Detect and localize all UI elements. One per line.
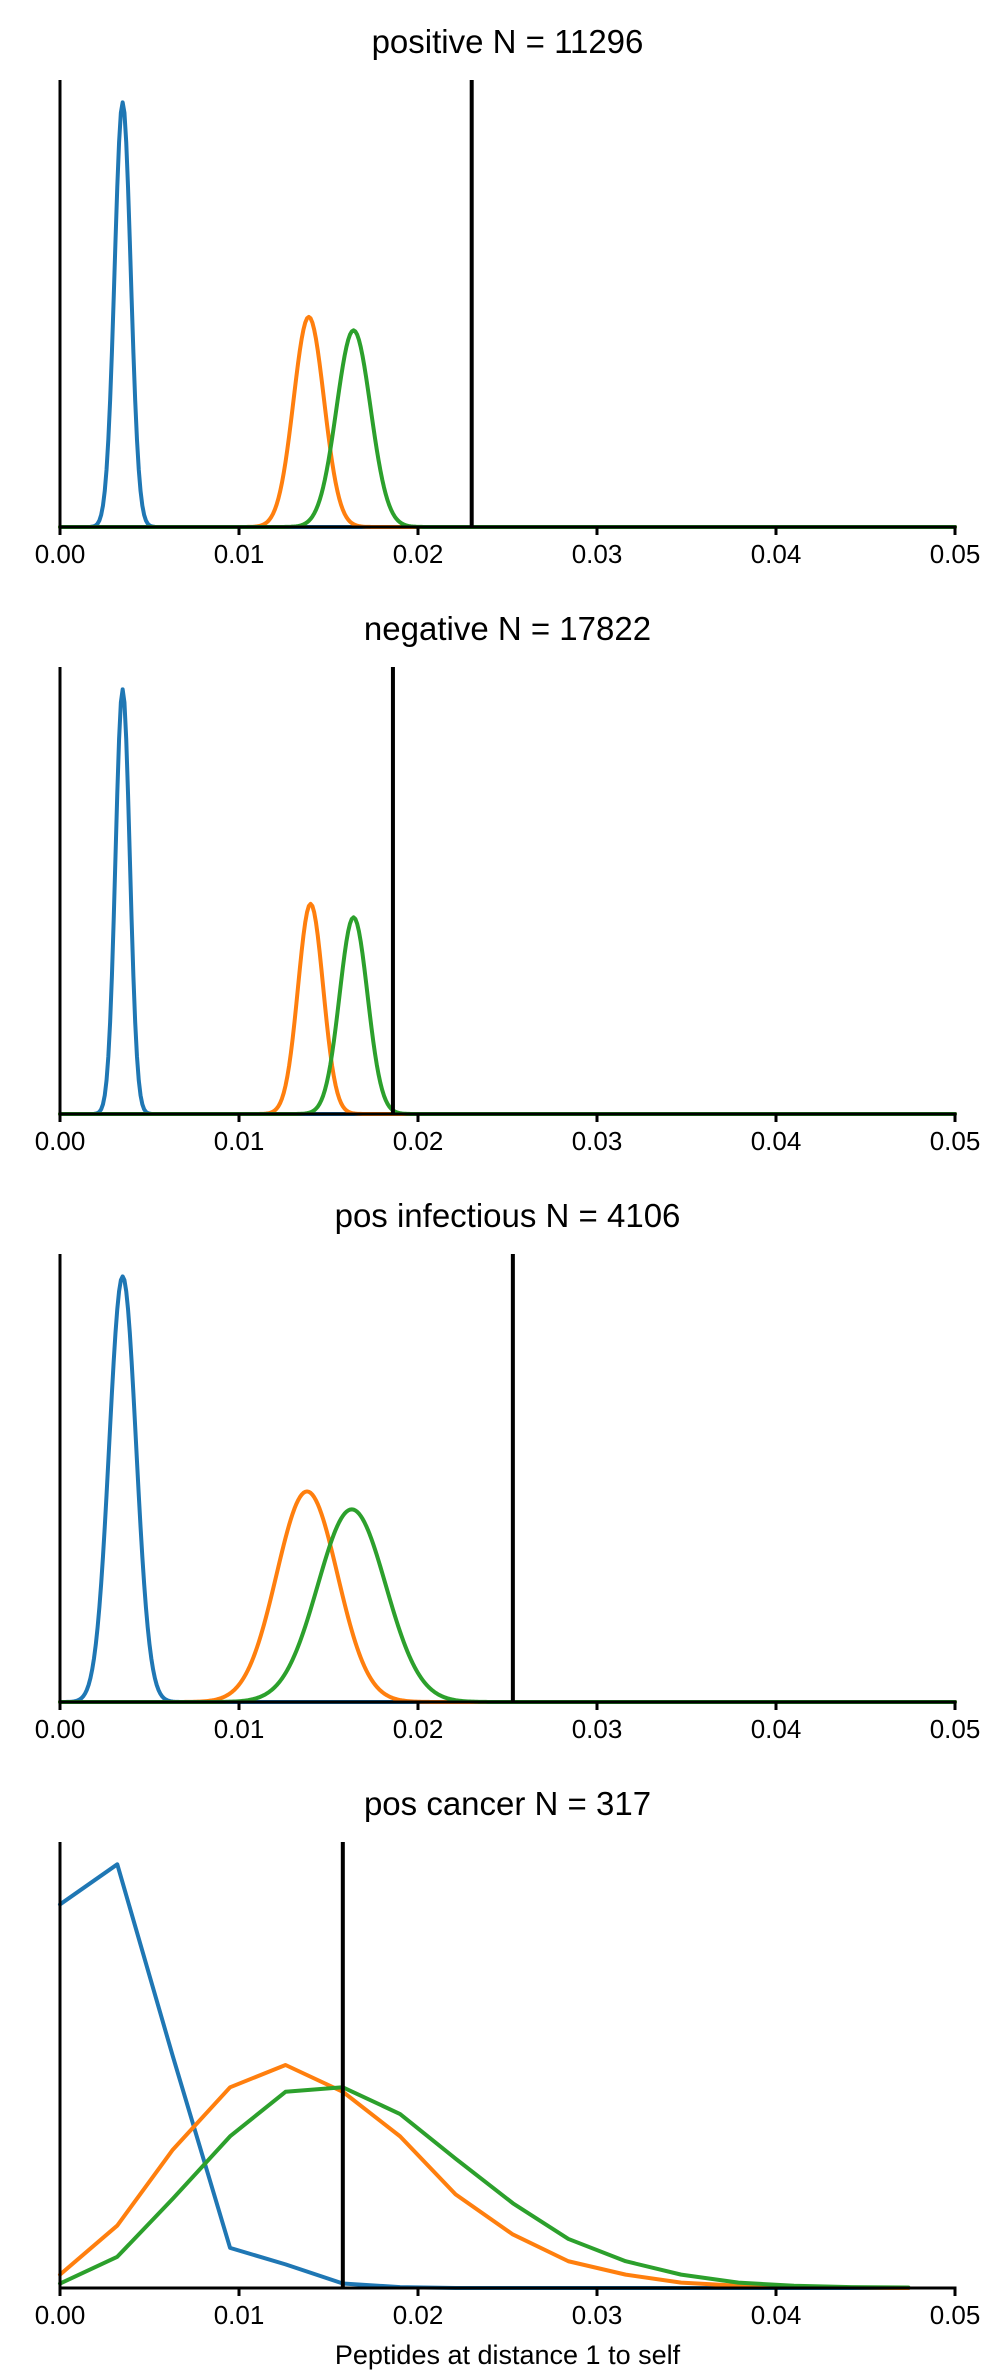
- series-line-3: [58, 2085, 911, 2290]
- panel-title: positive N = 11296: [372, 23, 644, 60]
- series-line-1: [58, 1274, 957, 1704]
- x-tick-label: 0.01: [214, 1126, 265, 1156]
- panel-4: pos cancer N = 317 0.00 0.01 0.02 0.03 0.04 0.…: [35, 1785, 981, 2330]
- x-tick-label: 0.03: [572, 1126, 623, 1156]
- x-tick-label: 0.04: [751, 1714, 802, 1744]
- x-tick-label: 0.02: [393, 1126, 444, 1156]
- x-tick-label: 0.05: [930, 539, 981, 569]
- x-tick-label: 0.00: [35, 2300, 86, 2330]
- x-tick-label: 0.02: [393, 539, 444, 569]
- series-line-2: [58, 1489, 957, 1704]
- x-tick-label: 0.05: [930, 2300, 981, 2330]
- series-line-2: [58, 901, 957, 1116]
- x-tick-label: 0.03: [572, 539, 623, 569]
- x-tick-label: 0.01: [214, 539, 265, 569]
- x-tick-label: 0.03: [572, 1714, 623, 1744]
- series-line-3: [58, 328, 957, 529]
- x-tick-label: 0.05: [930, 1714, 981, 1744]
- x-tick-label: 0.04: [751, 1126, 802, 1156]
- x-tick-label: 0.01: [214, 2300, 265, 2330]
- x-tick-label: 0.04: [751, 539, 802, 569]
- panel-2: negative N = 17822 0.00 0.01 0.02 0.03 0.04 0.…: [35, 610, 981, 1156]
- series-line-1: [58, 1862, 911, 2290]
- series-line-2: [58, 314, 957, 529]
- panel-title: negative N = 17822: [364, 610, 651, 647]
- series-line-3: [58, 915, 957, 1116]
- panel-3: pos infectious N = 4106 0.00 0.01 0.02 0.03 0…: [35, 1197, 981, 1744]
- series-line-2: [58, 2063, 911, 2290]
- series-line-1: [58, 687, 957, 1116]
- x-tick-label: 0.04: [751, 2300, 802, 2330]
- panel-title: pos cancer N = 317: [364, 1785, 651, 1822]
- series-line-3: [58, 1507, 957, 1704]
- series-line-1: [58, 100, 957, 529]
- x-tick-label: 0.02: [393, 1714, 444, 1744]
- x-tick-label: 0.05: [930, 1126, 981, 1156]
- x-tick-label: 0.00: [35, 1714, 86, 1744]
- panel-title: pos infectious N = 4106: [335, 1197, 681, 1234]
- x-tick-label: 0.00: [35, 1126, 86, 1156]
- x-tick-label: 0.00: [35, 539, 86, 569]
- x-tick-label: 0.02: [393, 2300, 444, 2330]
- x-axis-label: Peptides at distance 1 to self: [335, 2340, 681, 2370]
- panel-1: positive N = 11296 0.00 0.01 0.02 0.03 0.04 0.…: [35, 23, 981, 569]
- x-tick-label: 0.03: [572, 2300, 623, 2330]
- x-tick-label: 0.01: [214, 1714, 265, 1744]
